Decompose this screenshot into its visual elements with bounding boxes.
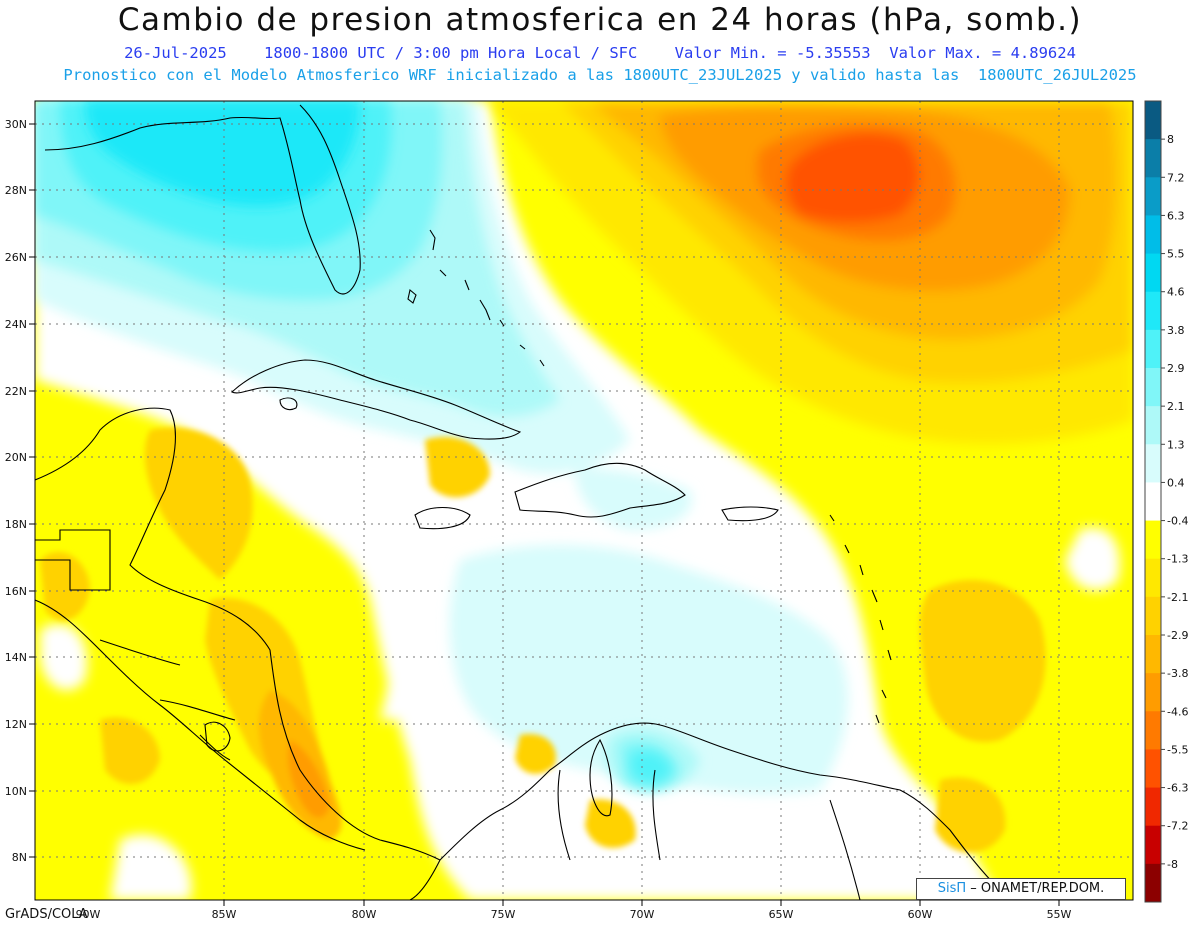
lat-label: 26N — [5, 251, 27, 264]
colorbar-label: 2.1 — [1167, 400, 1185, 413]
colorbar-swatch — [1145, 711, 1161, 750]
lat-label: 20N — [5, 451, 27, 464]
lon-label: 90W — [76, 908, 101, 921]
lat-label: 22N — [5, 385, 27, 398]
colorbar-label: -8 — [1167, 858, 1178, 871]
tick-marks — [29, 123, 1060, 906]
colorbar-swatch — [1145, 825, 1161, 865]
colorbar-swatch — [1145, 749, 1161, 789]
colorbar-label: 7.2 — [1167, 171, 1185, 184]
subtitle-model-info: Pronostico con el Modelo Atmosferico WRF… — [63, 66, 1137, 84]
lon-label: 60W — [908, 908, 933, 921]
colorbar-swatch — [1145, 101, 1161, 140]
grads-footer: GrADS/COLA — [5, 907, 88, 922]
colorbar-swatch — [1145, 215, 1161, 255]
colorbar-swatch — [1145, 291, 1161, 331]
colorbar-label: 5.5 — [1167, 248, 1185, 261]
graticule — [35, 101, 1133, 900]
colorbar-swatch — [1145, 406, 1161, 445]
colorbar-label: -5.5 — [1167, 743, 1188, 756]
colorbar-label: -7.2 — [1167, 820, 1188, 833]
lat-label: 10N — [5, 785, 27, 798]
colorbar-swatch — [1145, 558, 1161, 598]
colorbar-label: -2.9 — [1167, 629, 1188, 642]
plot-frame — [34, 100, 1134, 901]
colorbar: 8 7.2 6.3 5.5 4.6 3.8 2.9 2.1 1.3 0.4 -0.4 -1.3 -2.1… — [1144, 100, 1188, 903]
colorbar-label: 1.3 — [1167, 438, 1185, 451]
colorbar-swatch — [1145, 368, 1161, 407]
colorbar-label: 0.4 — [1167, 476, 1185, 489]
colorbar-label: -0.4 — [1167, 515, 1188, 528]
lon-label: 70W — [630, 908, 655, 921]
subtitle-valid-time: 26-Jul-2025 1800-1800 UTC / 3:00 pm Hora… — [124, 44, 1076, 62]
colorbar-label: -4.6 — [1167, 705, 1188, 718]
colorbar-label: -6.3 — [1167, 782, 1188, 795]
colorbar-label: 2.9 — [1167, 362, 1185, 375]
lat-label: 14N — [5, 651, 27, 664]
lat-label: 28N — [5, 184, 27, 197]
lat-label: 16N — [5, 585, 27, 598]
colorbar-swatch — [1145, 444, 1161, 483]
colorbar-swatch — [1145, 787, 1161, 827]
credit-text: – ONAMET/REP.DOM. — [970, 881, 1105, 896]
colorbar-label: -2.1 — [1167, 591, 1188, 604]
colorbar-swatch — [1145, 329, 1161, 369]
lon-label: 65W — [769, 908, 794, 921]
colorbar-label: -1.3 — [1167, 553, 1188, 566]
colorbar-swatch — [1145, 177, 1161, 216]
longitude-labels: 90W 85W 80W 75W 70W 65W 60W 55W — [76, 908, 1072, 921]
credit-box: SisΠ – ONAMET/REP.DOM. — [916, 878, 1126, 900]
lat-label: 8N — [12, 851, 27, 864]
lon-label: 75W — [491, 908, 516, 921]
lat-label: 24N — [5, 318, 27, 331]
colorbar-swatch — [1145, 482, 1161, 522]
colorbar-label: 3.8 — [1167, 324, 1185, 337]
lat-label: 18N — [5, 518, 27, 531]
colorbar-swatch — [1145, 863, 1161, 903]
colorbar-label: -3.8 — [1167, 667, 1188, 680]
coastlines — [35, 104, 1001, 900]
credit-brand: SisΠ — [937, 881, 967, 896]
colorbar-swatch — [1145, 596, 1161, 636]
colorbar-label: 4.6 — [1167, 286, 1185, 299]
lat-label: 30N — [5, 118, 27, 131]
colorbar-label: 6.3 — [1167, 209, 1185, 222]
colorbar-swatch — [1145, 673, 1161, 712]
latitude-labels: 30N 28N 26N 24N 22N 20N 18N 16N 14N 12N … — [5, 118, 27, 864]
lon-label: 80W — [352, 908, 377, 921]
colorbar-swatch — [1145, 139, 1161, 178]
shaded-field — [35, 101, 1133, 900]
chart-title: Cambio de presion atmosferica en 24 hora… — [117, 2, 1083, 38]
lat-label: 12N — [5, 718, 27, 731]
colorbar-swatch — [1145, 520, 1161, 560]
colorbar-swatch — [1145, 253, 1161, 293]
colorbar-swatch — [1145, 635, 1161, 674]
lon-label: 85W — [212, 908, 237, 921]
colorbar-label: 8 — [1167, 133, 1174, 146]
lon-label: 55W — [1047, 908, 1072, 921]
colorbar-frame — [1144, 100, 1162, 903]
